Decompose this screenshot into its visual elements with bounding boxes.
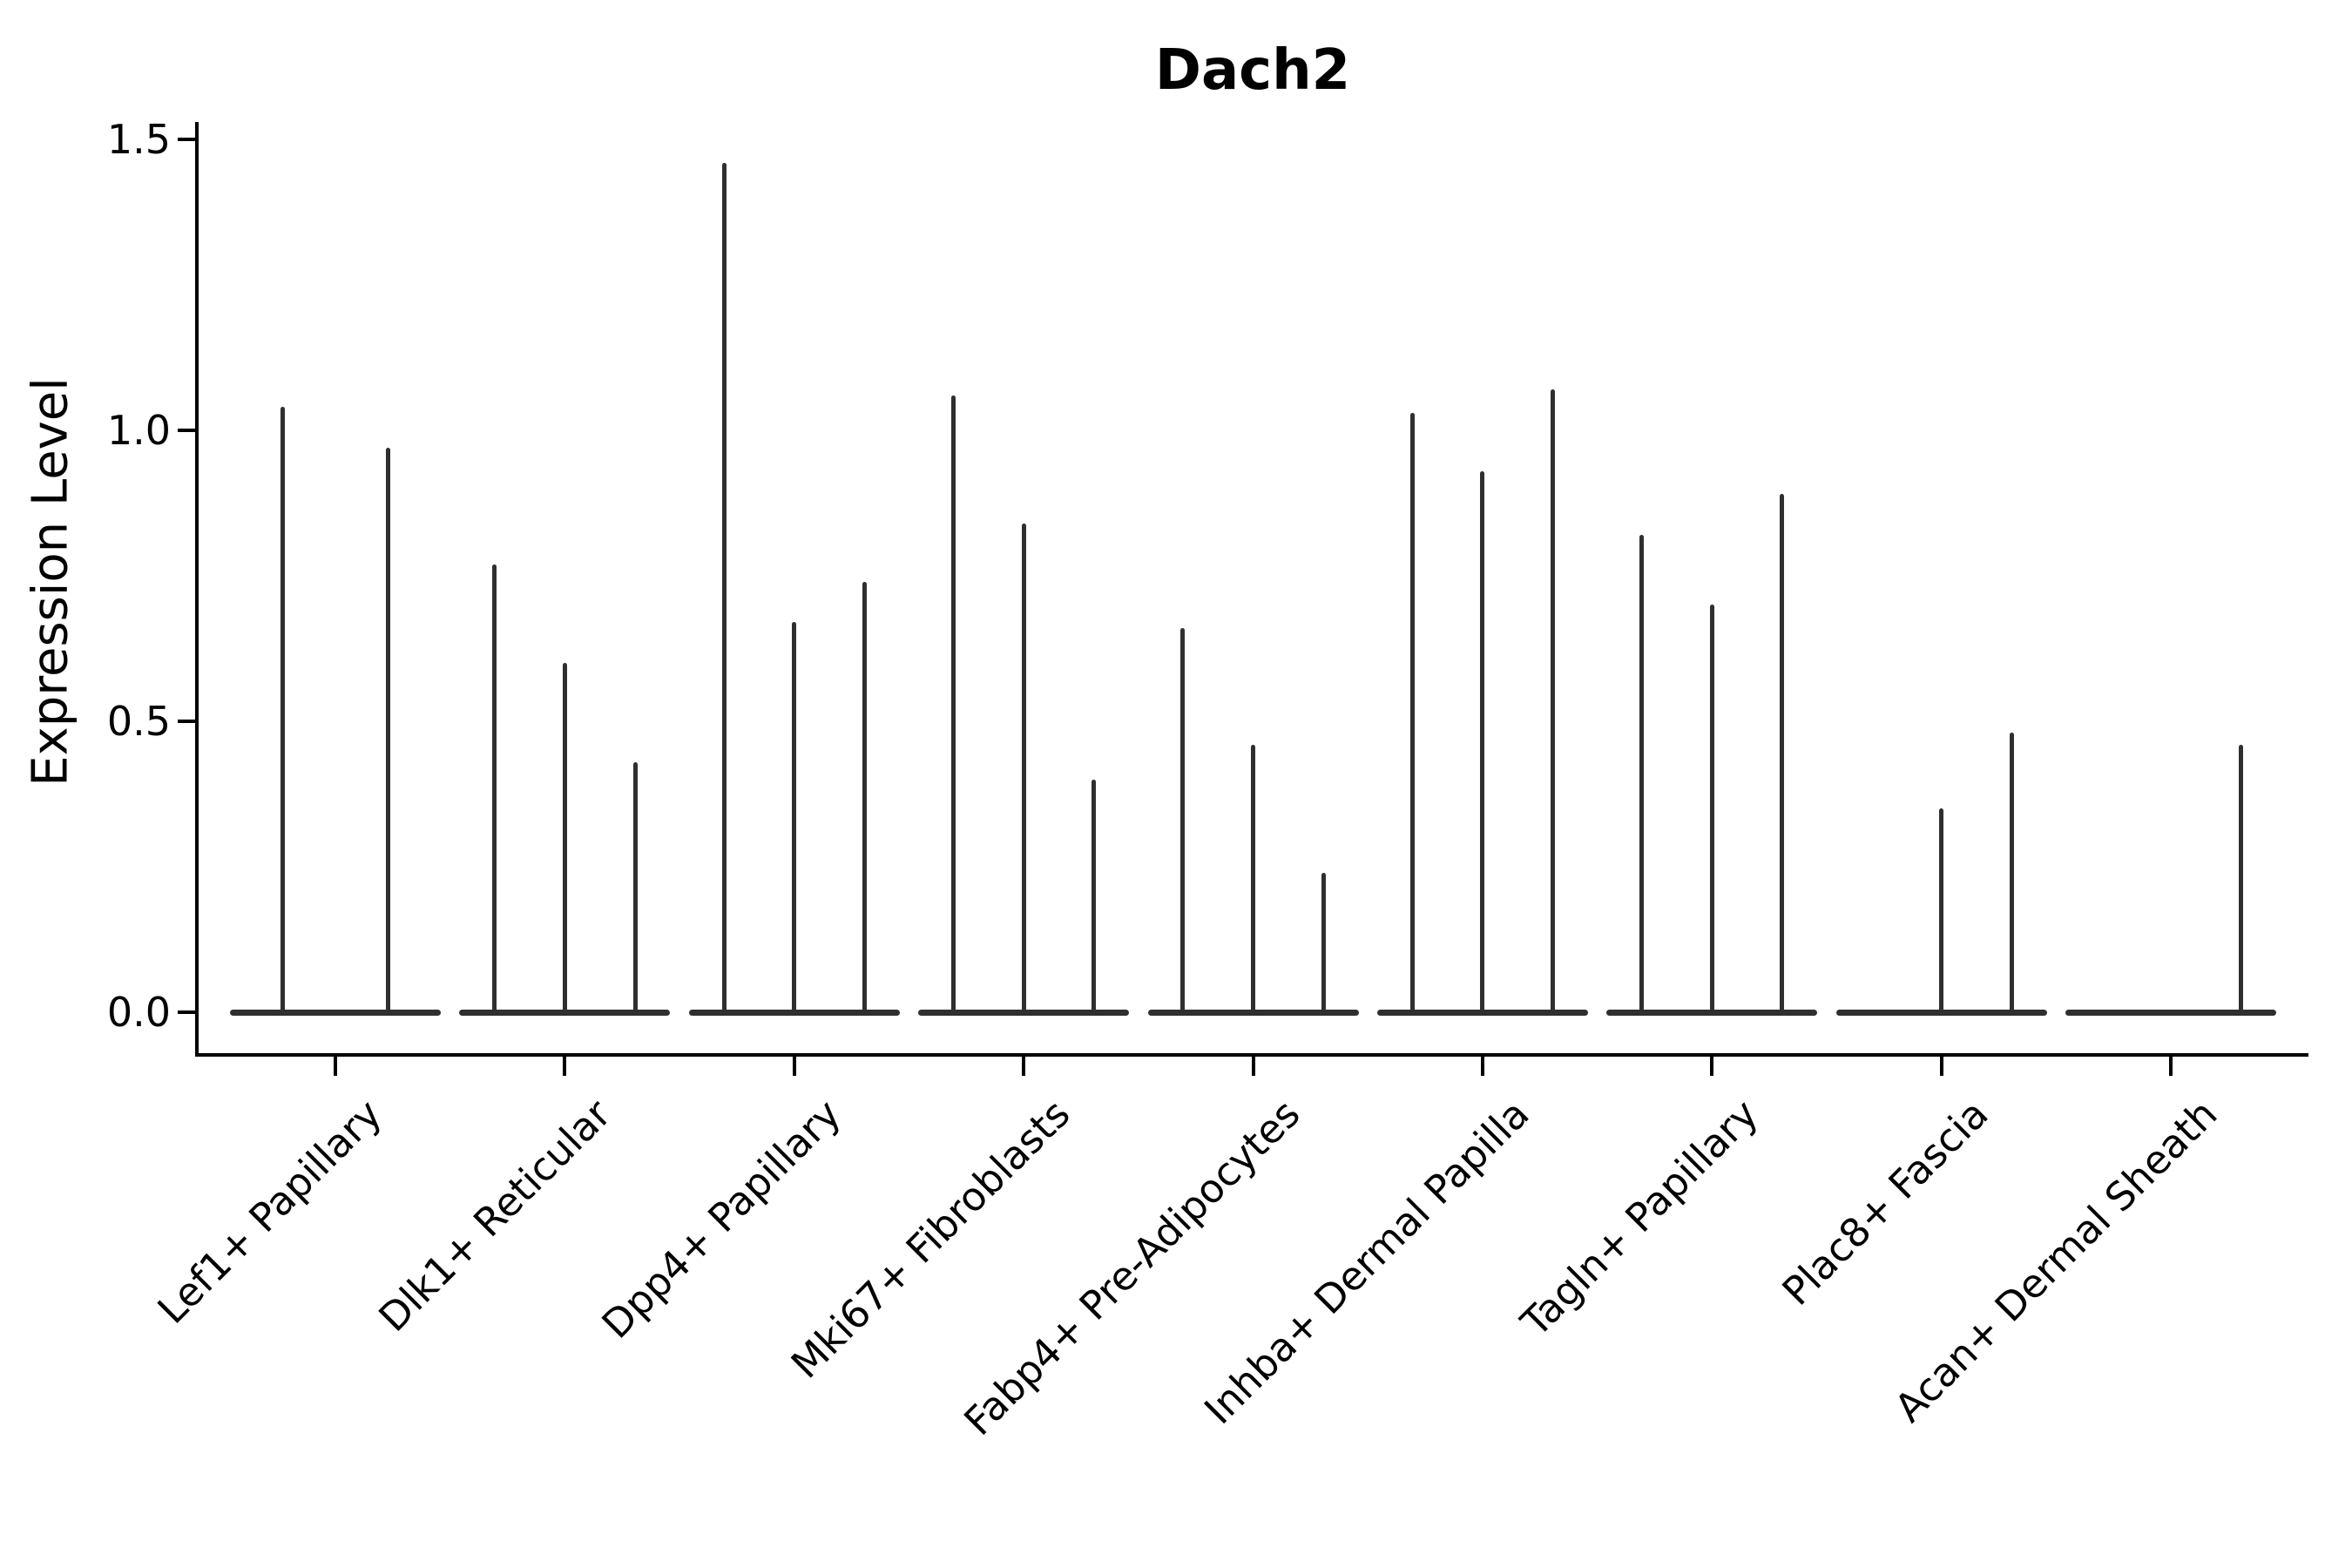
x-tick [1480, 1057, 1484, 1076]
violin-spike [1639, 535, 1645, 1015]
x-tick [563, 1057, 567, 1076]
violin-spike [2239, 744, 2244, 1015]
x-tick-label: Lef1+ Papillary [148, 1091, 391, 1333]
violin-spike [721, 162, 727, 1015]
x-tick [2169, 1057, 2173, 1076]
violin-spike [792, 622, 797, 1015]
violin-baseline [230, 1009, 441, 1016]
x-tick [1710, 1057, 1714, 1076]
y-tick-label: 0.5 [106, 698, 171, 745]
violin-spike [1180, 628, 1186, 1015]
x-tick [792, 1057, 796, 1076]
violin-spike [1251, 744, 1255, 1015]
y-axis-spine [195, 122, 199, 1057]
y-tick-label: 0.0 [106, 989, 171, 1036]
violin-spike [1409, 412, 1415, 1015]
violin-spike [862, 581, 867, 1015]
violin-spike [1021, 523, 1026, 1015]
violin-spike [1939, 808, 1944, 1015]
y-axis-label: Expression Level [22, 377, 79, 787]
y-tick [178, 1010, 197, 1014]
x-tick-label: Dpp4+ Papillary [592, 1091, 850, 1348]
violin-spike [492, 564, 497, 1015]
y-tick-label: 1.0 [106, 407, 171, 454]
x-tick-label: Dlk1+ Reticular [369, 1091, 620, 1341]
violin-spike [1321, 872, 1326, 1015]
violin-baseline [2065, 1009, 2276, 1016]
x-axis-spine [195, 1053, 2308, 1057]
violin-spike [1092, 779, 1097, 1015]
y-tick [178, 720, 197, 723]
x-tick [1939, 1057, 1943, 1076]
chart-title: Dach2 [1154, 38, 1351, 103]
violin-spike [950, 395, 956, 1015]
x-tick [1251, 1057, 1255, 1076]
x-tick [334, 1057, 337, 1076]
y-tick [178, 138, 197, 141]
violin-spike [280, 407, 285, 1015]
y-tick-label: 1.5 [106, 116, 171, 163]
violin-spike [2009, 733, 2014, 1015]
x-tick-label: Plac8+ Fascia [1773, 1091, 1997, 1315]
violin-spike [1780, 494, 1785, 1015]
violin-spike [1480, 470, 1485, 1015]
x-tick [1022, 1057, 1026, 1076]
x-tick-label: Tagln+ Papillary [1512, 1091, 1767, 1346]
violin-spike [386, 448, 390, 1015]
violin-spike [632, 761, 638, 1015]
y-tick [178, 429, 197, 432]
violin-spike [562, 663, 567, 1015]
violin-spike [1709, 605, 1714, 1015]
violin-spike [1551, 389, 1556, 1015]
